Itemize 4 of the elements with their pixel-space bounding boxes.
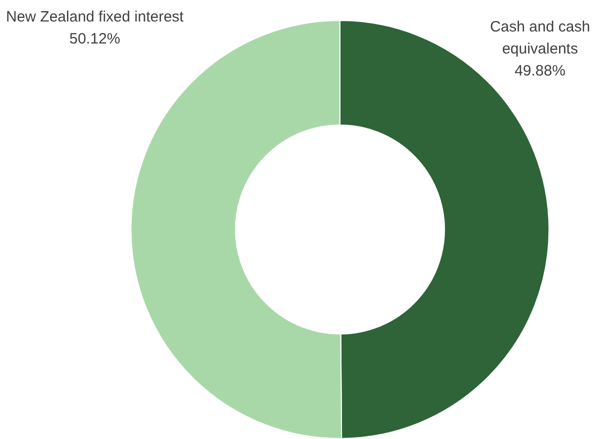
data-label: 50.12% [69, 30, 120, 48]
slice-label: Cash and cash equivalents [490, 18, 590, 58]
data-label: 49.88% [514, 62, 566, 80]
slice-label: New Zealand fixed interest [6, 8, 184, 26]
